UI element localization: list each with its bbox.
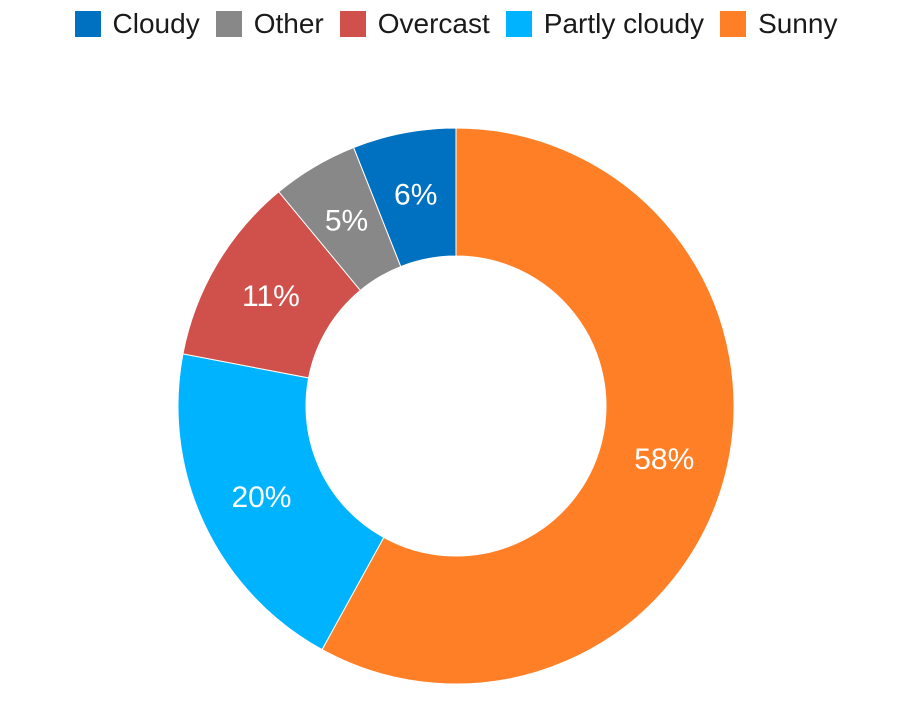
slice-label-other: 5% (325, 204, 368, 237)
legend-swatch-sunny (720, 11, 747, 37)
slice-partly-cloudy (177, 353, 385, 651)
slice-label-overcast: 11% (242, 280, 300, 313)
legend-label-partly-cloudy: Partly cloudy (543, 8, 705, 39)
legend-item-partly-cloudy: Partly cloudy (505, 8, 705, 39)
slice-sunny (321, 127, 735, 685)
legend-item-cloudy: Cloudy (74, 8, 200, 39)
legend-label-other: Other (253, 8, 324, 39)
legend-swatch-other (215, 11, 242, 37)
legend-swatch-cloudy (74, 11, 101, 37)
legend-item-other: Other (215, 8, 324, 39)
legend-swatch-partly-cloudy (505, 11, 532, 37)
legend-item-sunny: Sunny (720, 10, 837, 38)
slice-cloudy (353, 127, 457, 268)
slice-label-sunny: 58% (634, 443, 694, 476)
legend-label-overcast: Overcast (377, 8, 490, 39)
legend-label-sunny: Sunny (758, 8, 838, 39)
legend-item-overcast: Overcast (339, 8, 490, 39)
slice-label-partly-cloudy: 20% (231, 481, 291, 514)
slice-label-cloudy: 6% (394, 178, 437, 211)
donut-slices (177, 127, 735, 685)
donut-labels: 58% 20% 11% 5% 6% (231, 178, 694, 514)
chart-legend: Cloudy Other Overcast Partly cloudy Sunn… (0, 10, 912, 38)
legend-swatch-overcast (339, 11, 366, 37)
legend-label-cloudy: Cloudy (112, 8, 200, 39)
